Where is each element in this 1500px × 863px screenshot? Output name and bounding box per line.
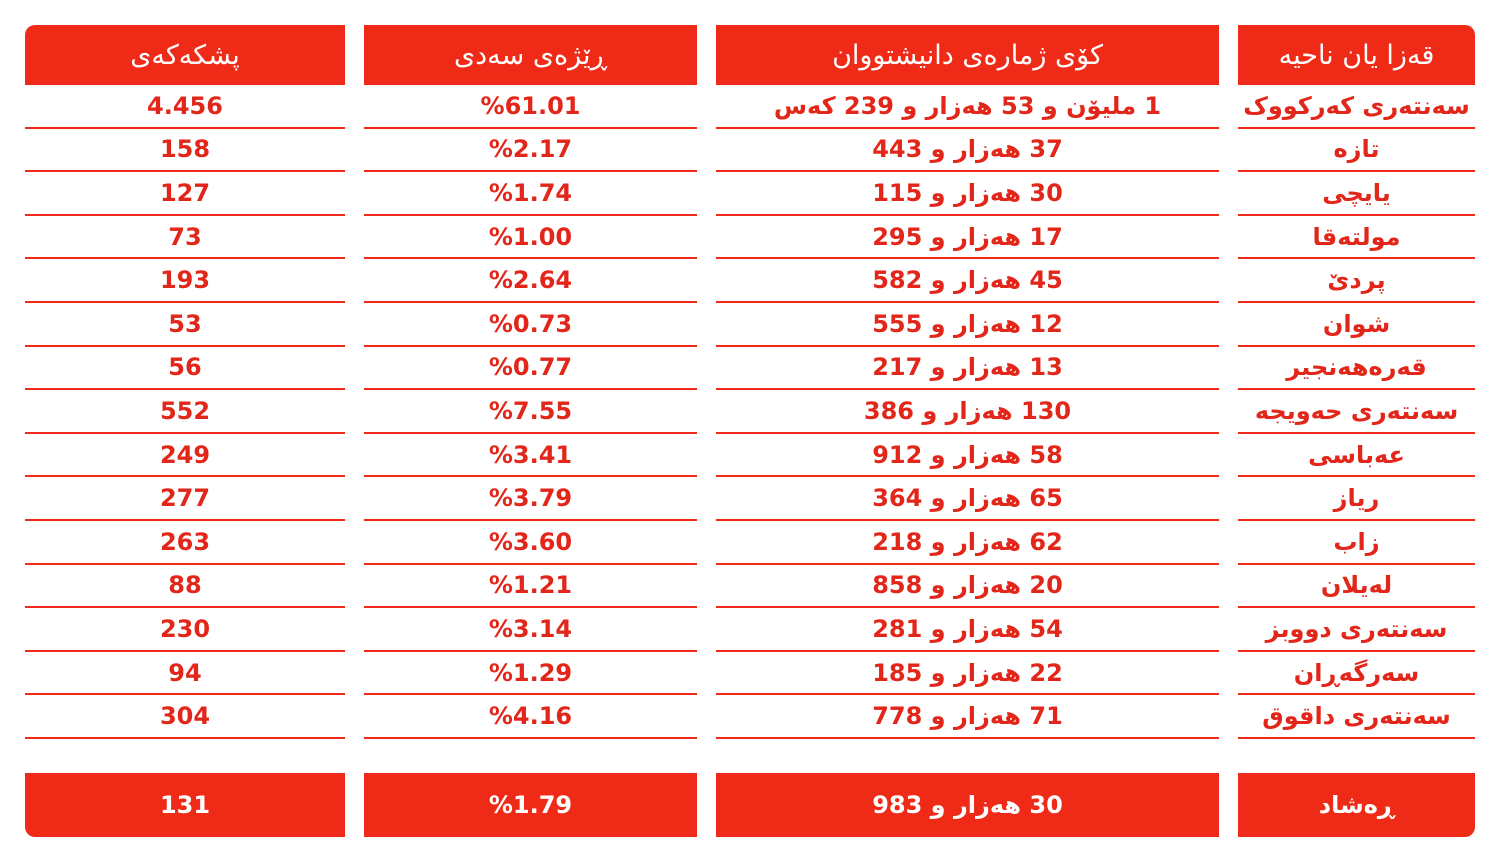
table-cell-percentage: %3.14: [364, 608, 697, 652]
table-cell-share: 127: [25, 172, 345, 216]
table-cell-population: 37 هەزار و 443: [716, 129, 1219, 173]
table-cell-district: ریاز: [1238, 477, 1475, 521]
table-cell-district: سەنتەری کەرکووک: [1238, 85, 1475, 129]
table-cell-district: شوان: [1238, 303, 1475, 347]
header-population: کۆی ژمارەی دانیشتووان: [716, 25, 1219, 85]
table-cell-district: عەباسی: [1238, 434, 1475, 478]
table-cell-population: 13 هەزار و 217: [716, 347, 1219, 391]
table-cell-population: 1 ملیۆن و 53 هەزار و 239 کەس: [716, 85, 1219, 129]
table-cell-population: 54 هەزار و 281: [716, 608, 1219, 652]
footer-share: 131: [25, 773, 345, 837]
table-cell-population: 65 هەزار و 364: [716, 477, 1219, 521]
table-cell-share: 73: [25, 216, 345, 260]
table-cell-population: 20 هەزار و 858: [716, 565, 1219, 609]
table-cell-percentage: %1.74: [364, 172, 697, 216]
table-cell-percentage: %2.64: [364, 259, 697, 303]
header-share: پشکەکەی: [25, 25, 345, 85]
table-cell-percentage: %7.55: [364, 390, 697, 434]
table-cell-share: 552: [25, 390, 345, 434]
column-district: قەزا یان ناحیە سەنتەری کەرکووک تازە یایچ…: [1238, 25, 1475, 837]
table-cell-share: 88: [25, 565, 345, 609]
table-cell-percentage: %2.17: [364, 129, 697, 173]
table-cell-population: 130 هەزار و 386: [716, 390, 1219, 434]
table-cell-percentage: %3.41: [364, 434, 697, 478]
header-district: قەزا یان ناحیە: [1238, 25, 1475, 85]
table-cell-population: 45 هەزار و 582: [716, 259, 1219, 303]
district-cells: سەنتەری کەرکووک تازە یایچی مولتەقا پردێ …: [1238, 85, 1475, 770]
table-cell-population: 22 هەزار و 185: [716, 652, 1219, 696]
table-cell-percentage: %4.16: [364, 695, 697, 739]
column-share: پشکەکەی 4.456 158 127 73 193 53 56 552 2…: [25, 25, 345, 837]
column-population: کۆی ژمارەی دانیشتووان 1 ملیۆن و 53 هەزار…: [716, 25, 1219, 837]
percentage-cells: %61.01 %2.17 %1.74 %1.00 %2.64 %0.73 %0.…: [364, 85, 697, 770]
table-cell-population: 58 هەزار و 912: [716, 434, 1219, 478]
table-cell-percentage: %0.77: [364, 347, 697, 391]
table-cell-share: 304: [25, 695, 345, 739]
population-cells: 1 ملیۆن و 53 هەزار و 239 کەس 37 هەزار و …: [716, 85, 1219, 770]
column-percentage: ڕێژەی سەدی %61.01 %2.17 %1.74 %1.00 %2.6…: [364, 25, 697, 837]
table-cell-district: سەنتەری داقوق: [1238, 695, 1475, 739]
table-cell-district: سەنتەری دووبز: [1238, 608, 1475, 652]
footer-district: ڕەشاد: [1238, 773, 1475, 837]
header-percentage: ڕێژەی سەدی: [364, 25, 697, 85]
table-cell-share: 4.456: [25, 85, 345, 129]
table-cell-share: 249: [25, 434, 345, 478]
table-cell-population: 30 هەزار و 115: [716, 172, 1219, 216]
table-cell-district: تازە: [1238, 129, 1475, 173]
table-cell-percentage: %1.21: [364, 565, 697, 609]
table-cell-district: زاب: [1238, 521, 1475, 565]
table-cell-percentage: %0.73: [364, 303, 697, 347]
table-cell-district: مولتەقا: [1238, 216, 1475, 260]
table-cell-share: 94: [25, 652, 345, 696]
table-cell-district: یایچی: [1238, 172, 1475, 216]
table-cell-percentage: %3.79: [364, 477, 697, 521]
table-cell-population: 62 هەزار و 218: [716, 521, 1219, 565]
table-cell-share: 158: [25, 129, 345, 173]
table-cell-percentage: %3.60: [364, 521, 697, 565]
table-cell-district: قەرەهەنجیر: [1238, 347, 1475, 391]
table-cell-district: سەنتەری حەویجە: [1238, 390, 1475, 434]
table-cell-district: لەیلان: [1238, 565, 1475, 609]
table-cell-share: 56: [25, 347, 345, 391]
table-cell-share: 193: [25, 259, 345, 303]
footer-percentage: %1.79: [364, 773, 697, 837]
table-cell-district: سەرگەڕان: [1238, 652, 1475, 696]
table-cell-share: 53: [25, 303, 345, 347]
table-cell-population: 12 هەزار و 555: [716, 303, 1219, 347]
table-cell-percentage: %61.01: [364, 85, 697, 129]
table-cell-percentage: %1.00: [364, 216, 697, 260]
table-cell-share: 263: [25, 521, 345, 565]
share-cells: 4.456 158 127 73 193 53 56 552 249 277 2…: [25, 85, 345, 770]
table-cell-district: پردێ: [1238, 259, 1475, 303]
table-cell-share: 230: [25, 608, 345, 652]
table-cell-percentage: %1.29: [364, 652, 697, 696]
table-cell-population: 17 هەزار و 295: [716, 216, 1219, 260]
table-cell-share: 277: [25, 477, 345, 521]
table-cell-population: 71 هەزار و 778: [716, 695, 1219, 739]
footer-population: 30 هەزار و 983: [716, 773, 1219, 837]
